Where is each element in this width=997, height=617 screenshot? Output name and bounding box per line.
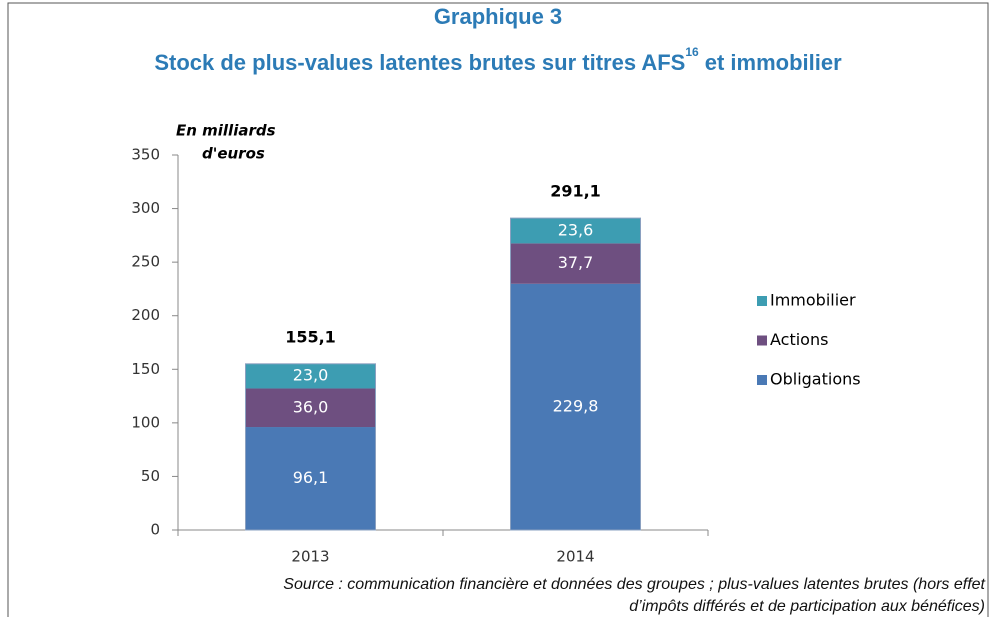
legend-swatch [757, 296, 767, 306]
source: Source : communication financière et don… [283, 576, 985, 593]
subtitle-sup: 16 [685, 45, 699, 59]
chart-subtitle: Stock de plus-values latentes brutes sur… [154, 45, 842, 75]
value-label: 229,8 [553, 396, 599, 415]
bar-outline [510, 217, 641, 531]
y-tick-label: 100 [131, 413, 160, 431]
bar-segment [510, 243, 641, 284]
y-label: d'euros [202, 145, 265, 163]
value-label: 36,0 [293, 397, 329, 416]
value-label: 23,6 [558, 220, 594, 239]
bar-segment [510, 283, 641, 530]
y-label: En milliards [176, 122, 276, 140]
bar-outline [245, 363, 376, 531]
value-label: 96,1 [293, 468, 329, 487]
bar-segment [245, 388, 376, 428]
legend-label: Actions [770, 330, 828, 349]
y-tick-label: 350 [131, 146, 160, 164]
y-tick-label: 150 [131, 360, 160, 378]
x-tick-label: 2014 [556, 548, 594, 566]
value-label: 37,7 [558, 253, 594, 272]
total-label: 291,1 [550, 182, 601, 201]
bar-segment [245, 363, 376, 389]
y-tick-label: 50 [141, 467, 160, 485]
y-tick-label: 250 [131, 253, 160, 271]
x-tick-label: 2013 [291, 548, 329, 566]
subtitle-end: et immobilier [705, 50, 842, 75]
value-label: 23,0 [293, 366, 329, 385]
legend-swatch [757, 375, 767, 385]
legend-swatch [757, 335, 767, 346]
y-tick-label: 200 [131, 306, 160, 324]
y-tick-label: 300 [131, 199, 160, 217]
y-tick-label: 0 [150, 521, 160, 539]
total-label: 155,1 [285, 327, 336, 346]
legend-label: Obligations [770, 370, 861, 389]
legend-label: Immobilier [770, 291, 856, 310]
chart-title: Graphique 3 [434, 4, 562, 29]
bar-segment [510, 218, 641, 244]
frame [7, 2, 989, 617]
subtitle-main: Stock de plus-values latentes brutes sur… [154, 50, 685, 75]
bar-segment [245, 427, 376, 530]
source: d’impôts différés et de participation au… [629, 598, 985, 615]
